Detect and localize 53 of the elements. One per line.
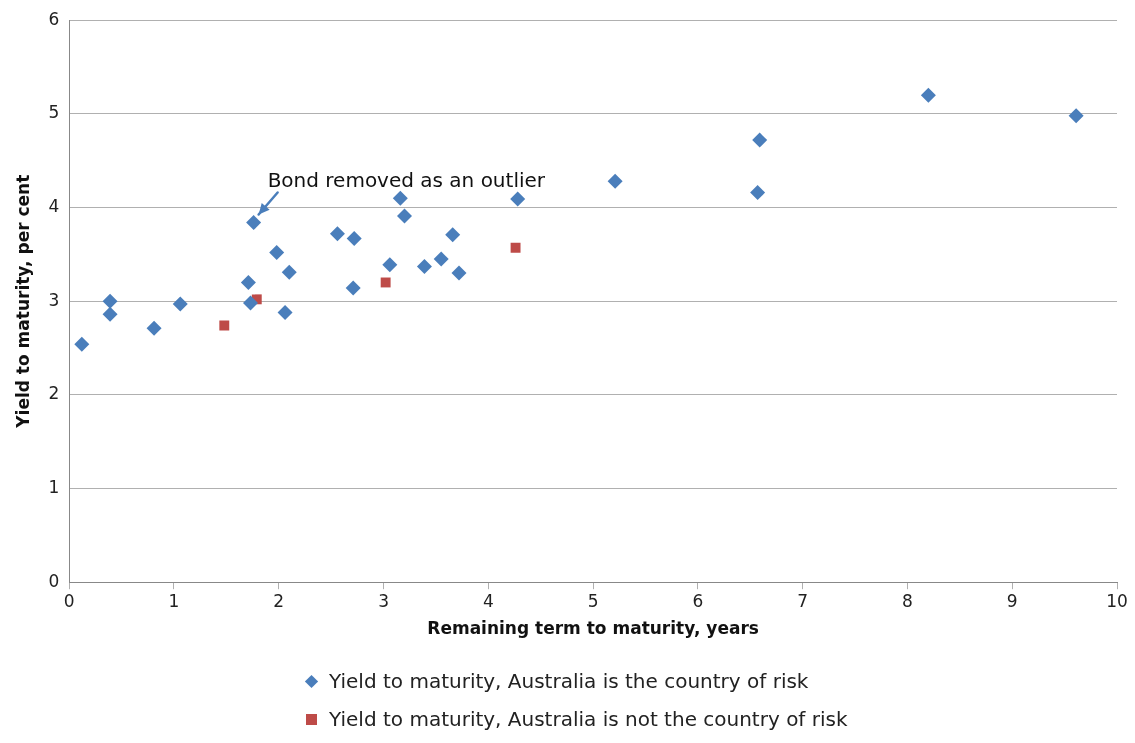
point bbox=[451, 265, 467, 281]
legend-label: Yield to maturity, Australia is the country of risk bbox=[329, 669, 809, 693]
legend-label: Yield to maturity, Australia is not the country of risk bbox=[329, 707, 848, 731]
point bbox=[242, 295, 258, 311]
point bbox=[172, 296, 188, 312]
point bbox=[345, 280, 361, 296]
x-tick-label: 9 bbox=[1006, 590, 1018, 611]
x-tick-label: 1 bbox=[168, 590, 180, 611]
point bbox=[752, 132, 768, 148]
x-tick-label: 4 bbox=[482, 590, 494, 611]
point bbox=[102, 293, 118, 309]
point bbox=[433, 251, 449, 267]
point bbox=[240, 274, 256, 290]
point bbox=[510, 191, 526, 207]
y-tick-label: 6 bbox=[48, 8, 60, 29]
point bbox=[1068, 108, 1084, 124]
point bbox=[510, 242, 521, 253]
point bbox=[382, 257, 398, 273]
point bbox=[607, 173, 623, 189]
point bbox=[445, 227, 461, 243]
point bbox=[392, 190, 408, 206]
x-tick-label: 8 bbox=[902, 590, 913, 611]
point bbox=[74, 336, 90, 352]
y-tick-label: 0 bbox=[48, 570, 60, 591]
y-tick-label: 1 bbox=[48, 476, 60, 497]
point bbox=[281, 264, 297, 280]
x-tick-label: 5 bbox=[587, 590, 599, 611]
x-tick-label: 0 bbox=[63, 590, 75, 611]
x-tick-label: 10 bbox=[1106, 590, 1128, 611]
x-tick-label: 3 bbox=[378, 590, 389, 611]
point bbox=[269, 244, 285, 260]
x-tick-label: 7 bbox=[797, 590, 809, 611]
y-tick-label: 5 bbox=[48, 102, 60, 123]
y-axis-title: Yield to maturity, per cent bbox=[12, 174, 33, 429]
annotation: Bond removed as an outlier bbox=[267, 167, 546, 192]
point bbox=[346, 230, 362, 246]
y-tick-label: 4 bbox=[48, 195, 60, 216]
point bbox=[146, 320, 162, 336]
y-tick-label: 2 bbox=[48, 383, 60, 404]
point bbox=[380, 277, 391, 288]
point bbox=[102, 306, 118, 322]
point bbox=[329, 226, 345, 242]
point bbox=[920, 87, 936, 103]
y-tick-label: 3 bbox=[48, 289, 60, 310]
point bbox=[416, 259, 432, 275]
x-axis-title: Remaining term to maturity, years bbox=[427, 618, 759, 639]
x-tick-label: 6 bbox=[692, 590, 704, 611]
point bbox=[219, 320, 230, 331]
point bbox=[750, 185, 766, 201]
x-tick-label: 2 bbox=[273, 590, 285, 611]
point bbox=[246, 215, 262, 231]
point bbox=[397, 208, 413, 224]
point bbox=[277, 304, 293, 320]
